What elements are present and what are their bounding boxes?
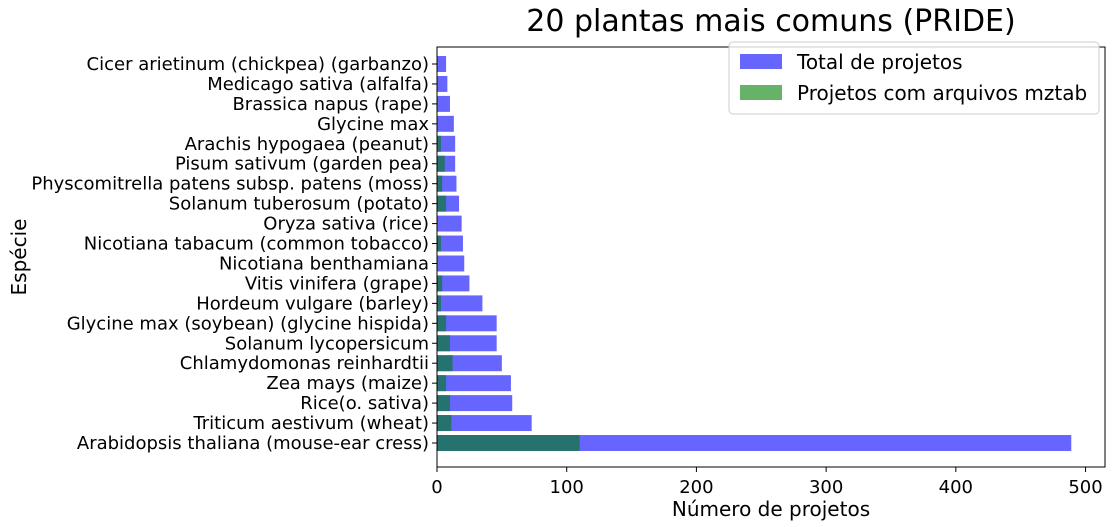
y-tick-label: Glycine max (soybean) (glycine hispida) [67,313,429,334]
x-tick-label: 200 [679,477,713,498]
legend-label-mztab: Projetos com arquivos mztab [797,81,1087,105]
y-tick-label: Rice(o. sativa) [300,393,429,414]
bar-total [437,395,513,412]
y-tick-label: Glycine max [317,114,429,135]
bar-total [437,75,448,92]
bar-total [437,255,465,272]
y-tick-label: Brassica napus (rape) [232,94,429,115]
bars-layer [437,56,1072,451]
bar-mztab [437,355,453,372]
bar-mztab [437,135,441,152]
y-tick-label: Medicago sativa (alfalfa) [207,74,429,95]
y-tick-label: Vitis vinifera (grape) [245,273,429,294]
bar-total [437,215,462,232]
legend-frame [728,41,1100,115]
bar-total [437,435,1072,451]
y-tick-label: Nicotiana tabacum (common tobacco) [84,234,429,255]
x-tick-label: 100 [550,477,584,498]
bar-total [437,355,502,372]
legend-swatch-total [740,54,782,69]
bar-total [437,275,470,292]
legend-label-total: Total de projetos [796,50,963,74]
chart-title: 20 plantas mais comuns (PRIDE) [526,4,1015,39]
legend-swatch-mztab [740,85,782,100]
bar-total [437,135,456,152]
legend: Total de projetos Projetos com arquivos … [728,41,1100,115]
bar-total [437,56,447,72]
x-tick-label: 300 [809,477,843,498]
y-tick-label: Oryza sativa (rice) [263,214,429,235]
x-tick-label: 500 [1068,477,1102,498]
bar-total [437,115,454,132]
x-axis-label: Número de projetos [672,497,870,521]
bar-mztab [437,175,443,192]
y-tick-label: Pisum sativum (garden pea) [175,154,429,175]
y-tick-label: Hordeum vulgare (barley) [196,293,429,314]
bar-mztab [437,315,447,332]
y-axis-ticks: Arabidopsis thaliana (mouse-ear cress)Tr… [31,54,437,454]
y-tick-label: Triticum aestivum (wheat) [192,413,429,434]
y-tick-label: Arabidopsis thaliana (mouse-ear cress) [77,433,429,454]
y-tick-label: Chlamydomonas reinhardtii [180,353,429,374]
bar-mztab [437,275,443,292]
bar-total [437,375,511,392]
bar-mztab [437,295,441,312]
bar-total [437,415,532,432]
y-tick-label: Nicotiana benthamiana [219,253,429,274]
bar-mztab [437,195,447,212]
x-tick-label: 0 [431,477,442,498]
bar-mztab [437,395,450,412]
bar-mztab [437,415,452,432]
y-tick-label: Solanum lycopersicum [225,333,429,354]
bar-total [437,335,497,352]
y-tick-label: Arachis hypogaea (peanut) [185,134,429,155]
bar-mztab [437,375,447,392]
x-tick-label: 400 [939,477,973,498]
bar-total [437,95,450,112]
bar-total [437,315,497,332]
bar-mztab [437,335,450,352]
y-tick-label: Cicer arietinum (chickpea) (garbanzo) [87,54,429,75]
y-tick-label: Solanum tuberosum (potato) [169,194,429,215]
bar-total [437,235,463,252]
y-axis-label: Espécie [7,219,31,296]
y-tick-label: Zea mays (maize) [266,373,429,394]
bar-total [437,295,483,312]
bar-mztab [437,435,580,451]
bar-mztab [437,155,445,172]
bar-mztab [437,235,441,252]
y-tick-label: Physcomitrella patens subsp. patens (mos… [31,174,429,195]
x-axis-ticks: 0 100 200 300 400 500 [431,467,1103,498]
